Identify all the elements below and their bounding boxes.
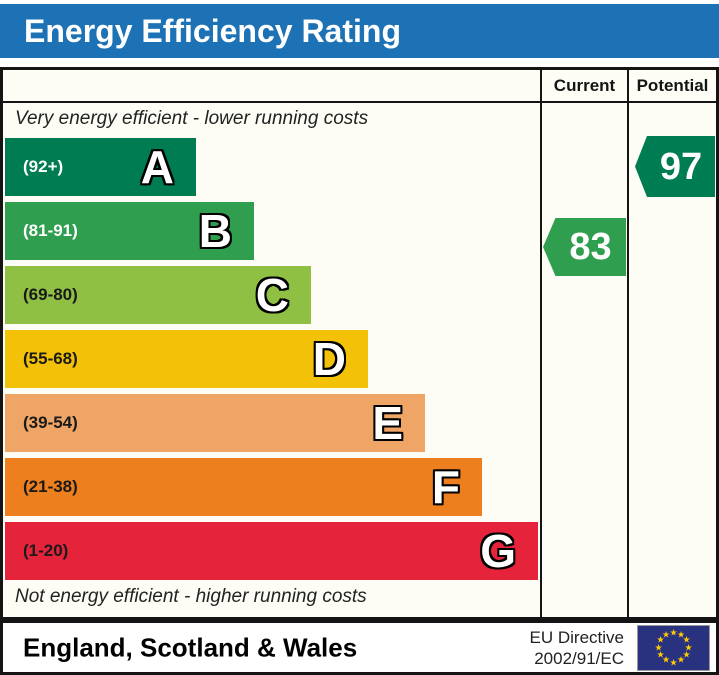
rating-chart: Current Potential Very energy efficient … bbox=[0, 67, 719, 620]
band-c: (69-80) C bbox=[5, 266, 311, 324]
current-column-divider bbox=[540, 70, 542, 617]
current-value: 83 bbox=[569, 226, 612, 268]
band-letter: B bbox=[198, 205, 232, 257]
eu-flag-star: ★ bbox=[661, 654, 671, 665]
band-range-label: (81-91) bbox=[23, 221, 78, 240]
current-indicator: 83 bbox=[543, 218, 626, 276]
band-a: (92+) A bbox=[5, 138, 196, 196]
column-header-potential: Potential bbox=[636, 76, 709, 95]
title-banner: Energy Efficiency Rating bbox=[0, 4, 719, 58]
band-letter: E bbox=[372, 397, 403, 449]
band-range-label: (1-20) bbox=[23, 541, 69, 560]
eu-flag-star: ★ bbox=[661, 629, 671, 639]
header-divider bbox=[3, 101, 716, 103]
band-range-label: (69-80) bbox=[23, 285, 78, 304]
band-letter: G bbox=[480, 525, 516, 577]
band-letter: D bbox=[312, 333, 346, 385]
footer-bar: England, Scotland & Wales EU Directive 2… bbox=[0, 620, 719, 675]
page-title: Energy Efficiency Rating bbox=[24, 12, 401, 49]
caption-not-efficient: Not energy efficient - higher running co… bbox=[15, 586, 367, 607]
band-d: (55-68) D bbox=[5, 330, 368, 388]
eu-flag-star: ★ bbox=[684, 642, 693, 652]
caption-very-efficient: Very energy efficient - lower running co… bbox=[15, 108, 369, 129]
column-header-current: Current bbox=[553, 76, 616, 95]
region-label: England, Scotland & Wales bbox=[23, 632, 358, 662]
eu-flag-star: ★ bbox=[654, 642, 663, 652]
eu-directive-line1: EU Directive bbox=[529, 627, 624, 647]
eu-flag-star: ★ bbox=[669, 657, 678, 667]
eu-flag-star: ★ bbox=[656, 649, 665, 660]
band-range-label: (92+) bbox=[23, 157, 64, 176]
eu-flag-star: ★ bbox=[676, 629, 686, 639]
eu-flag-star: ★ bbox=[682, 634, 691, 645]
band-range-label: (21-38) bbox=[23, 477, 78, 496]
band-b: (81-91) B bbox=[5, 202, 254, 260]
band-letter: F bbox=[431, 461, 460, 513]
eu-directive-line2: 2002/91/EC bbox=[534, 648, 624, 668]
band-g: (1-20) G bbox=[5, 522, 538, 580]
band-range-label: (55-68) bbox=[23, 349, 78, 368]
eu-flag-icon: ★ ★ ★ ★ ★ ★ ★ ★ ★ ★ ★ ★ bbox=[637, 624, 710, 671]
potential-column-divider bbox=[627, 70, 629, 617]
potential-value: 97 bbox=[659, 145, 703, 188]
band-range-label: (39-54) bbox=[23, 413, 78, 432]
band-letter: A bbox=[140, 141, 174, 193]
potential-indicator: 97 bbox=[635, 136, 715, 197]
band-e: (39-54) E bbox=[5, 394, 425, 452]
eu-flag-star: ★ bbox=[669, 627, 678, 637]
eu-flag-star: ★ bbox=[676, 654, 686, 665]
band-f: (21-38) F bbox=[5, 458, 482, 516]
band-letter: C bbox=[255, 269, 289, 321]
eu-flag-star: ★ bbox=[656, 634, 665, 645]
eu-directive-label: EU Directive 2002/91/EC bbox=[530, 626, 624, 669]
eu-flag-star: ★ bbox=[682, 649, 691, 660]
